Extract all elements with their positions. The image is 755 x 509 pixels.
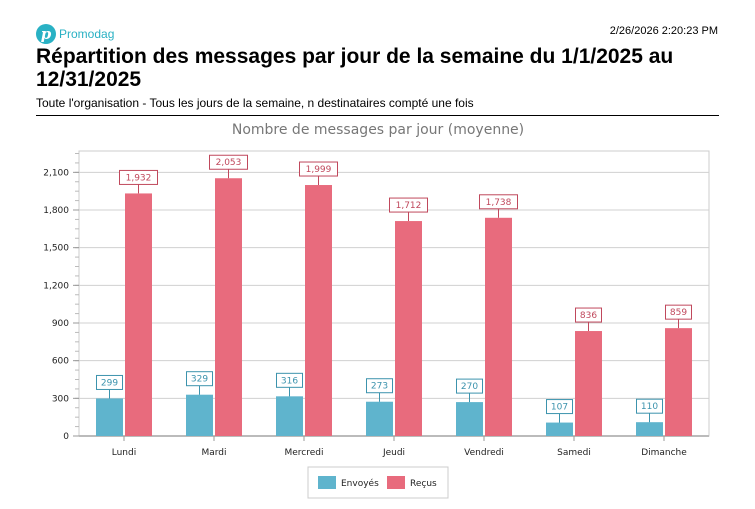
- data-label: 1,999: [306, 165, 332, 175]
- data-label: 299: [101, 378, 118, 388]
- data-label: 1,712: [396, 201, 422, 211]
- data-label: 2,053: [216, 158, 242, 168]
- chart-title: Nombre de messages par jour (moyenne): [232, 122, 524, 138]
- x-tick-label: Jeudi: [382, 448, 405, 458]
- y-tick-label: 300: [52, 394, 69, 404]
- data-label: 836: [580, 311, 597, 321]
- timestamp: 2/26/2026 2:20:23 PM: [609, 25, 718, 37]
- legend-label: Reçus: [410, 479, 437, 489]
- bar-envoyes: [186, 394, 213, 436]
- bar-recus: [395, 221, 422, 436]
- bar-recus: [575, 331, 602, 436]
- bar-envoyes: [366, 401, 393, 436]
- data-label-box: [119, 169, 158, 185]
- y-tick-label: 1,800: [43, 206, 69, 216]
- data-label-box: [299, 161, 338, 177]
- x-tick-label: Lundi: [112, 448, 136, 458]
- data-label: 329: [191, 375, 208, 385]
- report-title: Répartition des messages par jour de la …: [36, 45, 674, 91]
- logo: p Promodag: [36, 24, 114, 44]
- x-tick-label: Samedi: [557, 448, 591, 458]
- bar-recus: [305, 185, 332, 436]
- x-tick-label: Mercredi: [284, 448, 323, 458]
- x-tick-label: Vendredi: [464, 448, 504, 458]
- data-label: 316: [281, 376, 298, 386]
- legend-swatch: [387, 476, 405, 489]
- logo-text: Promodag: [59, 27, 115, 41]
- bar-recus: [485, 217, 512, 436]
- logo-icon: p: [36, 24, 56, 44]
- data-label-box: [636, 398, 663, 414]
- y-tick-label: 0: [63, 432, 69, 442]
- bar-envoyes: [96, 398, 123, 436]
- divider: [36, 115, 719, 116]
- x-tick-label: Dimanche: [641, 448, 687, 458]
- data-label-box: [276, 372, 303, 388]
- y-tick-label: 1,200: [43, 281, 69, 291]
- data-label: 1,932: [126, 173, 152, 183]
- data-label-box: [209, 154, 248, 170]
- data-label-box: [96, 374, 123, 390]
- data-label-box: [366, 378, 393, 394]
- y-tick-label: 2,100: [43, 168, 69, 178]
- data-label-box: [479, 194, 518, 210]
- bar-recus: [215, 178, 242, 436]
- data-label: 110: [641, 402, 658, 412]
- bar-envoyes: [276, 396, 303, 436]
- legend-label: Envoyés: [341, 478, 379, 489]
- x-tick-label: Mardi: [201, 448, 226, 458]
- data-label: 270: [461, 382, 478, 392]
- y-tick-label: 1,500: [43, 244, 69, 254]
- bar-envoyes: [636, 422, 663, 436]
- data-label-box: [575, 307, 602, 323]
- legend-swatch: [318, 476, 336, 489]
- data-label-box: [665, 304, 692, 320]
- data-label-box: [186, 371, 213, 387]
- data-label: 1,738: [486, 198, 512, 208]
- data-label: 107: [551, 403, 568, 413]
- bar-recus: [665, 328, 692, 436]
- data-label-box: [546, 399, 573, 415]
- y-tick-label: 600: [52, 357, 69, 367]
- report-subtitle: Toute l'organisation - Tous les jours de…: [36, 96, 474, 110]
- data-label: 273: [371, 382, 388, 392]
- plot-area: [78, 150, 710, 437]
- bar-recus: [125, 193, 152, 436]
- bar-envoyes: [456, 402, 483, 436]
- data-label: 859: [670, 308, 687, 318]
- data-label-box: [389, 197, 428, 213]
- y-tick-label: 900: [52, 319, 69, 329]
- data-label-box: [456, 378, 483, 394]
- bar-envoyes: [546, 422, 573, 436]
